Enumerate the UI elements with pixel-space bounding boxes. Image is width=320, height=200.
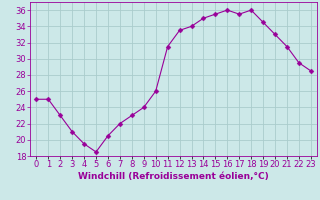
X-axis label: Windchill (Refroidissement éolien,°C): Windchill (Refroidissement éolien,°C) (78, 172, 269, 181)
